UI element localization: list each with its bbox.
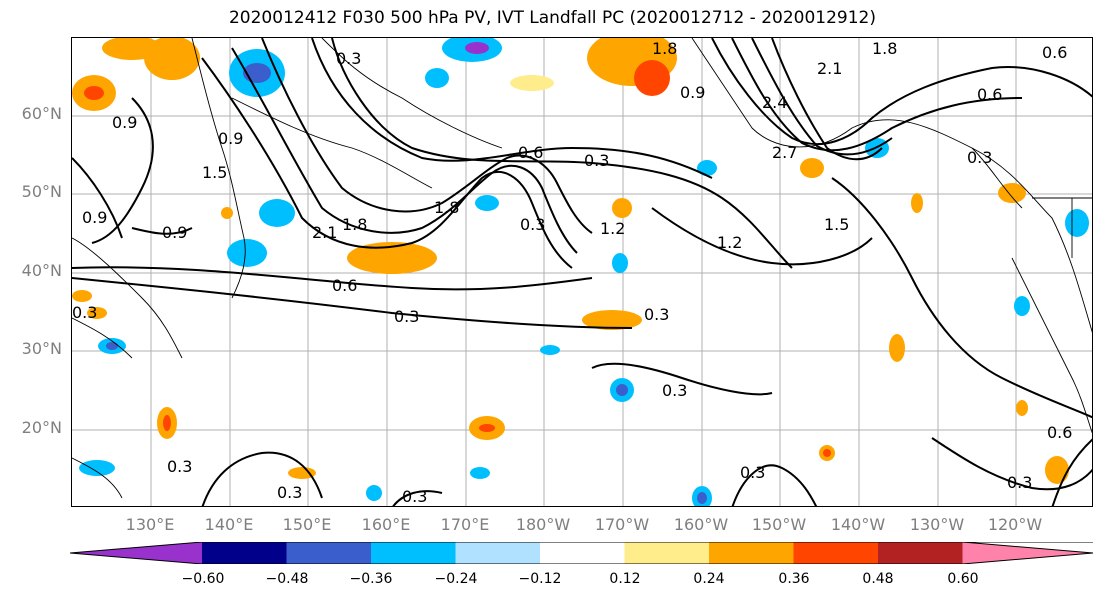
lon-label: 150°E xyxy=(282,515,332,534)
colorbar-swatch xyxy=(878,542,963,564)
contour-label: 2.4 xyxy=(762,93,787,112)
colorbar-tick: 0.60 xyxy=(947,571,979,587)
contour-label: 2.1 xyxy=(312,223,337,242)
lat-label: 50°N xyxy=(21,182,62,201)
contour-label: 1.8 xyxy=(342,215,367,234)
contour-label: 1.2 xyxy=(717,233,742,252)
lon-label: 150°W xyxy=(751,515,807,534)
contour-label: 1.8 xyxy=(872,39,897,58)
contour-label: 0.3 xyxy=(277,483,302,502)
contour-label: 0.3 xyxy=(520,215,545,234)
colorbar-swatch xyxy=(286,542,371,564)
map-canvas: 0.3 1.8 1.8 0.6 2.1 2.4 0.6 0.9 0.9 0.9 … xyxy=(72,38,1092,506)
contour-label: 0.3 xyxy=(1007,473,1032,492)
contour-label: 0.9 xyxy=(680,83,705,102)
lon-label: 160°W xyxy=(673,515,729,534)
contour-label: 2.1 xyxy=(817,59,842,78)
contour-label: 0.3 xyxy=(167,457,192,476)
lat-label: 20°N xyxy=(21,418,62,437)
lon-label: 180°W xyxy=(515,515,571,534)
colorbar-tick: −0.48 xyxy=(265,571,309,587)
colorbar-extend-low xyxy=(70,542,202,564)
contour-label: 0.3 xyxy=(740,463,765,482)
colorbar-swatch xyxy=(709,542,794,564)
pv-contours xyxy=(72,38,1092,506)
colorbar-swatch xyxy=(793,542,878,564)
colorbar-tick: −0.24 xyxy=(434,571,478,587)
contour-label: 1.8 xyxy=(652,39,677,58)
contour-label: 0.9 xyxy=(112,113,137,132)
contour-label: 0.6 xyxy=(1047,423,1072,442)
lon-label: 170°W xyxy=(594,515,650,534)
contour-label: 0.3 xyxy=(644,305,669,324)
contour-label: 0.6 xyxy=(332,276,357,295)
contour-label: 0.3 xyxy=(584,151,609,170)
colorbar-tick: 0.12 xyxy=(609,571,641,587)
contour-label: 0.6 xyxy=(1042,43,1067,62)
lon-label: 140°W xyxy=(830,515,886,534)
lon-label: 160°E xyxy=(361,515,411,534)
colorbar-tick: 0.48 xyxy=(862,571,894,587)
map-panel: 0.3 1.8 1.8 0.6 2.1 2.4 0.6 0.9 0.9 0.9 … xyxy=(71,37,1093,507)
contour-label: 0.3 xyxy=(336,49,361,68)
colorbar xyxy=(70,542,1094,564)
map-title: 2020012412 F030 500 hPa PV, IVT Landfall… xyxy=(228,8,876,28)
contour-label: 1.5 xyxy=(824,215,849,234)
lon-label: 120°W xyxy=(987,515,1043,534)
lon-label: 170°E xyxy=(440,515,490,534)
colorbar-tick: −0.36 xyxy=(349,571,393,587)
lat-label: 40°N xyxy=(21,261,62,280)
coastlines xyxy=(72,38,1092,499)
lon-label: 130°E xyxy=(125,515,175,534)
contour-label: 0.3 xyxy=(402,487,427,506)
colorbar-swatch xyxy=(455,542,540,564)
contour-label: 0.6 xyxy=(518,143,543,162)
contour-label: 0.3 xyxy=(72,303,97,322)
lon-label: 140°E xyxy=(204,515,254,534)
colorbar-swatch xyxy=(371,542,456,564)
contour-label-layer: 0.3 1.8 1.8 0.6 2.1 2.4 0.6 0.9 0.9 0.9 … xyxy=(72,39,1072,506)
contour-label: 0.3 xyxy=(662,381,687,400)
contour-label: 0.6 xyxy=(977,85,1002,104)
colorbar-tick: −0.12 xyxy=(518,571,562,587)
colorbar-swatch xyxy=(624,542,709,564)
colorbar-extend-high xyxy=(962,542,1093,564)
contour-label: 1.8 xyxy=(434,198,459,217)
contour-label: 0.3 xyxy=(394,307,419,326)
contour-label: 0.9 xyxy=(162,223,187,242)
colorbar-tick: −0.60 xyxy=(181,571,225,587)
contour-label: 0.9 xyxy=(218,129,243,148)
lat-label: 60°N xyxy=(21,104,62,123)
lat-label: 30°N xyxy=(21,339,62,358)
colorbar-tick: 0.36 xyxy=(778,571,810,587)
contour-label: 0.3 xyxy=(967,148,992,167)
contour-label: 1.2 xyxy=(600,219,625,238)
lon-label: 130°W xyxy=(909,515,965,534)
contour-label: 1.5 xyxy=(202,163,227,182)
colorbar-swatch xyxy=(540,542,625,564)
contour-label: 0.9 xyxy=(82,208,107,227)
contour-label: 2.7 xyxy=(772,143,797,162)
colorbar-tick: 0.24 xyxy=(693,571,725,587)
colorbar-swatch xyxy=(202,542,287,564)
